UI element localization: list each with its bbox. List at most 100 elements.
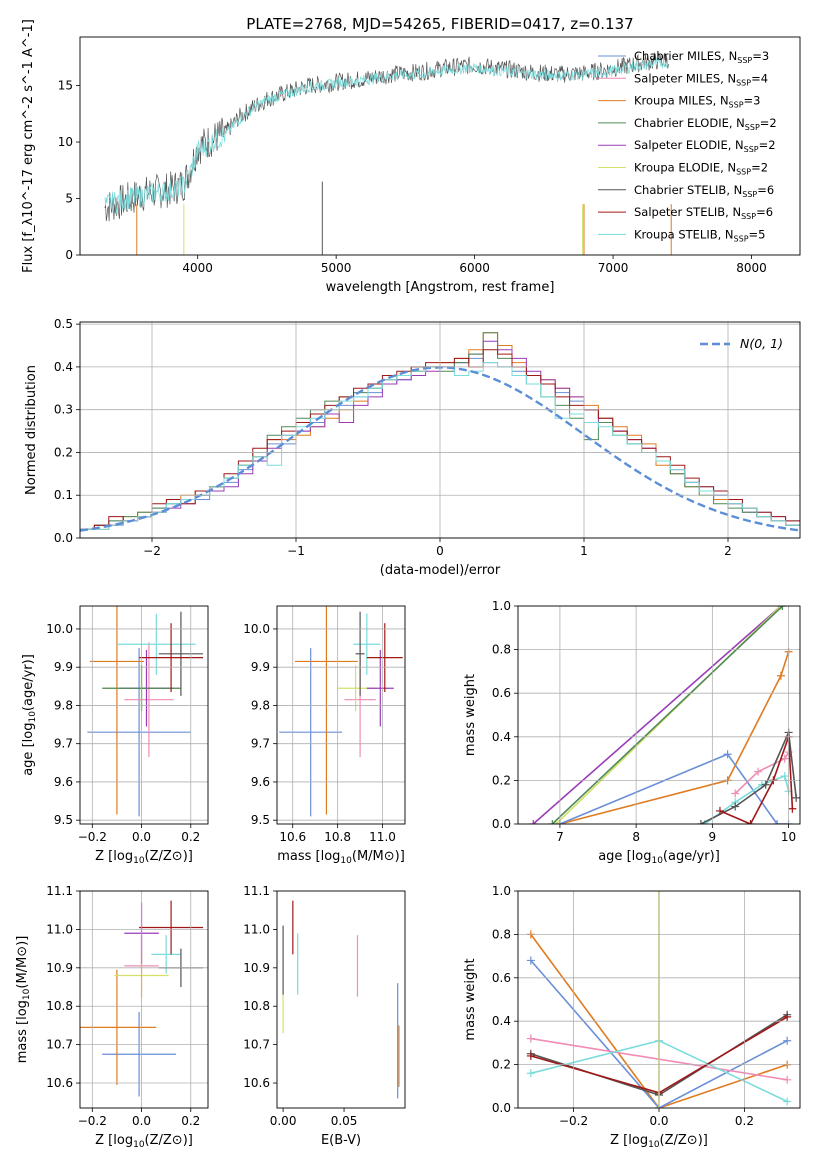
y-tick-label: 9.9 [251,660,270,674]
panel-mass_vs_EBV: 0.00 0.05 10.6 10.7 10.8 10.9 11.0 11.1 E(B-V) [243,884,406,1148]
x-tick-label: 0.0 [649,1114,668,1128]
x-axis-label: wavelength [Angstrom, rest frame] [326,280,555,295]
panel-weight_vs_Z: −0.2 0.0 0.2 0.0 0.2 0.4 0.6 0.8 1.0 Z [log10(Z/Z… [463,884,801,1150]
residual-legend: N(0, 1) [700,336,783,351]
y-tick-label: 0.2 [492,1058,511,1072]
weight-line [734,751,790,795]
axes-frame [79,36,801,256]
y-tick-label: 10.8 [46,999,73,1013]
spectrum-legend: Chabrier MILES, NSSP=3 Salpeter MILES, NS… [598,49,777,243]
weight-marker [723,750,732,759]
x-tick-label: 11.0 [369,830,396,844]
legend-label: Salpeter STELIB, NSSP=6 [634,205,773,221]
y-axis-label: Flux [f_λ10^-17 erg cm^-2 s^-1 A^-1] [21,19,36,273]
y-tick-label: 11.0 [243,922,270,936]
y-tick-label: 0.4 [54,360,73,374]
y-axis-label: mass [log10(M/M⊙)] [15,936,32,1064]
x-tick-label: 7 [556,830,564,844]
x-tick-label: 4000 [182,261,213,275]
x-tick-label: −0.2 [559,1114,588,1128]
y-tick-label: 0.3 [54,403,73,417]
x-tick-label: 5000 [321,261,352,275]
y-tick-label: 10.9 [46,961,73,975]
x-tick-label: 2 [724,544,732,558]
y-tick-label: 9.5 [54,813,73,827]
x-tick-label: 10 [781,830,796,844]
x-tick-label: 0.00 [270,1114,297,1128]
x-tick-label: 10.6 [279,830,306,844]
plot-area [282,900,400,1099]
legend-label: Kroupa STELIB, NSSP=5 [634,227,765,243]
axes-frame [517,890,801,1109]
legend-label: Salpeter MILES, NSSP=4 [634,71,768,87]
y-tick-label: 9.7 [54,737,73,751]
y-tick-label: 9.6 [54,775,73,789]
y-tick-label: 0.2 [54,445,73,459]
x-axis-label: (data-model)/error [380,563,501,578]
y-tick-label: 9.9 [54,660,73,674]
x-tick-label: 8 [632,830,640,844]
x-tick-label: 0 [436,544,444,558]
y-tick-label: 1.0 [492,884,511,898]
x-tick-label: 6000 [459,261,490,275]
axes-frame [517,605,801,825]
weight-marker [783,1012,792,1021]
plot-area [104,51,672,255]
x-axis-label: age [log10(age/yr)] [598,849,720,866]
x-tick-label: 0.2 [735,1114,754,1128]
plot-area [87,606,204,817]
weight-marker [776,606,785,610]
legend-label: N(0, 1) [740,336,783,351]
weight-line [559,753,789,824]
weight-marker [780,754,789,763]
y-tick-label: 0.0 [54,531,73,545]
y-tick-label: 9.6 [251,775,270,789]
y-tick-label: 11.1 [243,884,270,898]
y-tick-label: 5 [65,192,73,206]
x-tick-label: 1 [580,544,588,558]
spectrum-line-models [104,57,669,214]
weight-marker [783,1075,792,1084]
y-tick-label: 15 [58,79,73,93]
axes-frame [79,605,209,825]
y-tick-label: 9.8 [54,698,73,712]
y-tick-label: 0.6 [492,971,511,985]
y-tick-label: 10.0 [46,622,73,636]
y-tick-label: 10.9 [243,961,270,975]
weight-marker [526,956,535,965]
x-axis-label: mass [log10(M/M⊙)] [277,849,405,866]
weight-line [559,651,790,824]
plot-area [279,606,403,817]
x-axis-label: Z [log10(Z/Z⊙)] [95,1133,193,1150]
y-tick-label: 10 [58,135,73,149]
weight-line [532,606,782,824]
panel-residuals: −2 −1 0 1 2 0.0 0.1 0.2 0.3 0.4 0.5 (data-model)/er… [24,317,801,578]
weight-marker [783,1036,792,1045]
y-tick-label: 0.5 [54,317,73,331]
panel-weight_vs_age: 7 8 9 10 0.0 0.2 0.4 0.6 0.8 1.0 age [log10(age/yr… [463,599,801,866]
weight-marker [754,767,763,776]
x-tick-label: 0.2 [181,1114,200,1128]
plot-area [80,900,204,1097]
x-tick-label: 0.05 [331,1114,358,1128]
panel-spectrum: 4000 5000 6000 7000 8000 0 5 10 15 wavelength [An… [21,19,801,295]
legend-label: Chabrier ELODIE, NSSP=2 [634,116,777,132]
y-tick-label: 0.0 [492,817,511,831]
y-tick-label: 11.0 [46,922,73,936]
weight-marker [526,1051,535,1060]
x-tick-label: 7000 [598,261,629,275]
y-axis-label: mass weight [463,958,478,1040]
x-axis-label: Z [log10(Z/Z⊙)] [610,1133,708,1150]
weight-marker [776,671,785,680]
y-tick-label: 10.0 [243,622,270,636]
axes-frame [276,605,406,825]
y-tick-label: 0 [65,248,73,262]
x-tick-label: 0.0 [132,1114,151,1128]
weight-marker [746,820,755,824]
weight-marker [783,1097,792,1106]
y-axis-label: mass weight [463,674,478,756]
x-tick-label: −0.2 [78,1114,107,1128]
weight-marker [731,789,740,798]
axes-frame [276,890,406,1109]
y-tick-label: 0.4 [492,1014,511,1028]
